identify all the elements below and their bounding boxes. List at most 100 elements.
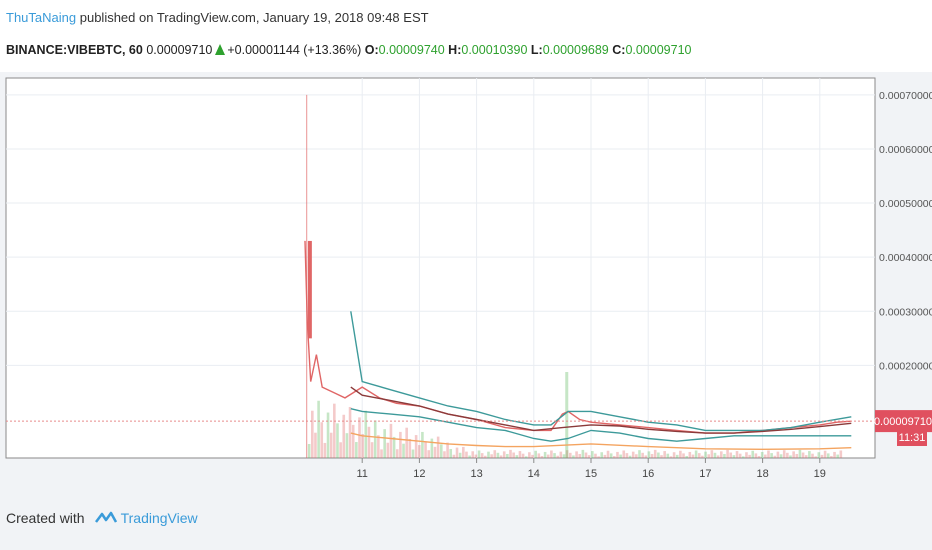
volume-bar <box>826 453 830 458</box>
volume-bar <box>462 446 465 458</box>
volume-bar <box>534 450 537 458</box>
series-line-moving_average <box>350 386 852 434</box>
volume-bar <box>446 442 449 458</box>
volume-bar <box>719 451 723 458</box>
volume-bar <box>729 452 733 458</box>
time-tick-label: 18 <box>756 468 768 480</box>
volume-bar <box>726 449 729 458</box>
volume-bar <box>814 456 817 458</box>
volume-bar <box>795 453 799 458</box>
volume-bar <box>386 442 390 458</box>
volume-bar <box>392 436 396 458</box>
volume-bar <box>326 412 330 458</box>
price-tick-label: 0.00050000 <box>879 198 932 210</box>
author-link[interactable]: ThuTaNaing <box>6 10 77 25</box>
plot-area[interactable] <box>5 77 876 459</box>
high-value: 0.00010390 <box>461 43 528 57</box>
volume-bar <box>578 453 582 458</box>
volume-bar <box>603 454 607 458</box>
volume-bar <box>836 454 839 458</box>
volume-bar <box>625 453 629 458</box>
volume-bars <box>307 240 843 458</box>
volume-bar <box>669 456 673 458</box>
volume-bar <box>452 454 456 458</box>
volume-bar <box>597 456 600 458</box>
volume-bar <box>817 452 821 458</box>
time-axis[interactable]: 11 12 13 14 15 16 17 18 19 <box>356 458 826 480</box>
volume-bar <box>314 432 317 458</box>
volume-bar <box>628 455 632 458</box>
volume-bar <box>389 423 393 458</box>
countdown-text: 11:31 <box>899 432 926 444</box>
volume-bar <box>820 454 824 458</box>
last-price-tag <box>875 410 932 433</box>
volume-bar <box>351 424 355 458</box>
volume-bar <box>562 454 566 458</box>
volume-bar <box>701 455 704 458</box>
volume-bar <box>565 450 569 458</box>
volume-bar <box>679 450 682 458</box>
volume-bar <box>417 445 421 458</box>
volume-bar <box>581 449 585 458</box>
time-tick-label: 17 <box>699 468 711 480</box>
volume-bar <box>465 451 468 458</box>
volume-bar <box>411 449 415 458</box>
volume-bar <box>528 452 531 458</box>
volume-bar <box>644 455 648 458</box>
price-axis[interactable]: 0.00070000 0.00060000 0.00050000 0.00040000… <box>879 90 932 373</box>
volume-bar <box>377 435 380 458</box>
volume-bar <box>399 431 402 458</box>
open-label: O: <box>364 43 379 57</box>
volume-bar <box>575 451 578 458</box>
volume-bar <box>754 453 758 458</box>
close-label: C: <box>612 43 626 57</box>
volume-bar <box>405 427 408 458</box>
volume-bar <box>550 450 553 458</box>
price-tick-label: 0.00020000 <box>879 360 932 372</box>
volume-bar <box>521 453 525 458</box>
volume-bar <box>606 450 610 458</box>
open-value: 0.00009740 <box>378 43 445 57</box>
volume-bar <box>808 451 811 458</box>
volume-bar <box>631 451 635 458</box>
volume-bar <box>433 446 437 458</box>
volume-bar <box>801 452 805 458</box>
volume-bar <box>320 422 324 458</box>
volume-bar <box>697 453 701 458</box>
time-tick-label: 13 <box>470 468 482 480</box>
close-value: 0.00009710 <box>625 43 692 57</box>
volume-bar <box>370 442 374 458</box>
volume-bar <box>345 433 349 458</box>
tradingview-brand[interactable]: TradingView <box>120 510 198 526</box>
volume-bar <box>449 449 453 458</box>
up-arrow-icon <box>215 44 226 55</box>
series-lines <box>6 240 875 451</box>
volume-bar <box>609 453 613 458</box>
volume-bar <box>707 454 711 458</box>
price-tags: 0.00009710 11:31 <box>874 410 932 446</box>
volume-bar <box>339 442 342 458</box>
volume-bar <box>424 441 427 458</box>
footer: Created with TradingView <box>6 510 198 526</box>
volume-bar <box>487 451 490 458</box>
volume-bar <box>543 451 547 458</box>
volume-bar <box>660 455 663 458</box>
high-label: H: <box>448 43 462 57</box>
price-chart[interactable]: 0.00070000 0.00060000 0.00050000 0.00040000… <box>0 72 932 502</box>
price-change: +0.00001144 (+13.36%) <box>227 43 362 57</box>
volume-bar <box>713 452 717 458</box>
volume-bar <box>767 450 770 458</box>
volume-bar <box>735 451 739 458</box>
chart-header: ThuTaNaing published on TradingView.com,… <box>0 0 932 72</box>
time-tick-label: 12 <box>413 468 425 480</box>
volume-bar <box>811 453 814 458</box>
volume-bar <box>600 452 604 458</box>
price-tick-label: 0.00060000 <box>879 144 932 156</box>
volume-bar <box>710 450 714 458</box>
volume-bar <box>779 454 783 458</box>
volume-bar <box>647 451 651 458</box>
volume-bar <box>421 431 424 458</box>
volume-bar <box>515 455 519 458</box>
price-tick-label: 0.00070000 <box>879 90 932 102</box>
time-tick-label: 14 <box>528 468 540 480</box>
